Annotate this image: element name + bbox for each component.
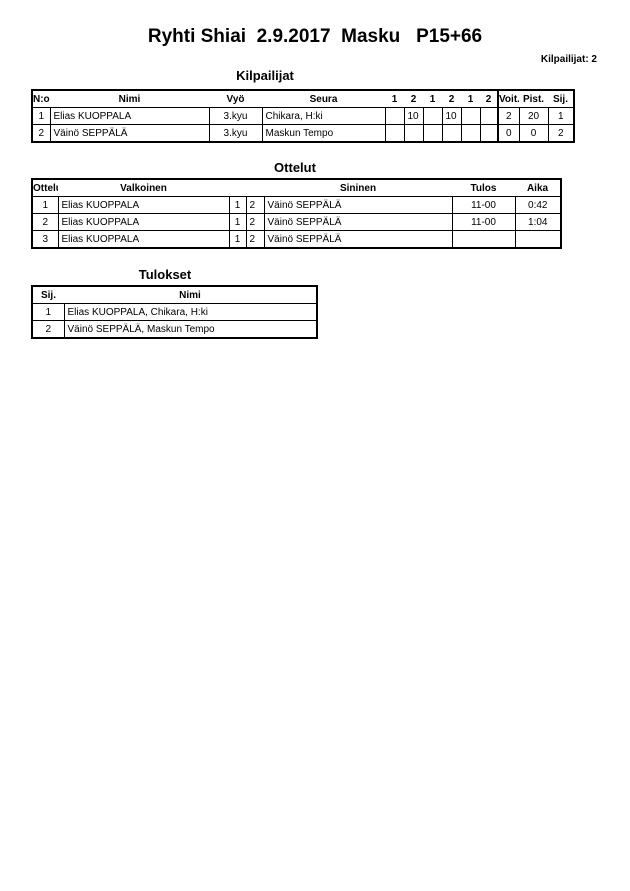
- cell-score: [460, 124, 481, 143]
- cell-belt: 3.kyu: [208, 124, 263, 143]
- cell-place: 1: [31, 303, 65, 321]
- cell-points: 0: [518, 124, 549, 143]
- col-header: Sininen: [264, 179, 452, 197]
- cell-points: 20: [518, 107, 549, 125]
- col-header: 1: [423, 90, 442, 108]
- matches-table: Ottelu Valkoinen Sininen Tulos Aika 1 El…: [31, 178, 562, 249]
- cell-time: [514, 230, 562, 249]
- cell-score: 10: [441, 107, 462, 125]
- col-header: 1: [385, 90, 404, 108]
- cell-time: 0:42: [514, 196, 562, 214]
- table-row: 2 Väinö SEPPÄLÄ, Maskun Tempo: [31, 320, 318, 339]
- cell-wins: 2: [497, 107, 520, 125]
- table-row: 2 Elias KUOPPALA 1 2 Väinö SEPPÄLÄ 11-00…: [31, 213, 562, 231]
- cell-white-mark: 1: [228, 196, 247, 214]
- cell-blue: Väinö SEPPÄLÄ: [263, 230, 453, 249]
- cell-white-mark: 1: [228, 230, 247, 249]
- cell-place: 1: [547, 107, 575, 125]
- table-row: 1 Elias KUOPPALA, Chikara, H:ki: [31, 303, 318, 321]
- cell-club: Maskun Tempo: [261, 124, 386, 143]
- col-header: Pist.: [519, 90, 548, 108]
- col-header: Voit.: [497, 90, 519, 108]
- cell-place: 2: [547, 124, 575, 143]
- table-row: 1 Elias KUOPPALA 1 2 Väinö SEPPÄLÄ 11-00…: [31, 196, 562, 214]
- cell-name: Elias KUOPPALA: [49, 107, 210, 125]
- cell-blue-mark: 2: [245, 230, 265, 249]
- cell-white: Elias KUOPPALA: [57, 213, 230, 231]
- cell-blue-mark: 2: [245, 213, 265, 231]
- col-header: Vyö: [209, 90, 262, 108]
- cell-score: [479, 124, 499, 143]
- competitors-title: Kilpailijat: [236, 68, 294, 83]
- table-row: 1 Elias KUOPPALA 3.kyu Chikara, H:ki 10 …: [31, 107, 575, 125]
- cell-belt: 3.kyu: [208, 107, 263, 125]
- cell-time: 1:04: [514, 213, 562, 231]
- table-row: 2 Väinö SEPPÄLÄ 3.kyu Maskun Tempo 0 0 2: [31, 124, 575, 143]
- col-header: Nimi: [64, 286, 317, 304]
- cell-white-mark: 1: [228, 213, 247, 231]
- col-header: Nimi: [50, 90, 209, 108]
- col-header: Valkoinen: [58, 179, 229, 197]
- cell-score: [384, 107, 405, 125]
- col-header: N:o: [32, 90, 50, 108]
- cell-name: Väinö SEPPÄLÄ, Maskun Tempo: [63, 320, 318, 339]
- cell-score: [441, 124, 462, 143]
- cell-no: 1: [31, 107, 51, 125]
- cell-blue: Väinö SEPPÄLÄ: [263, 196, 453, 214]
- cell-wins: 0: [497, 124, 520, 143]
- results-table: Sij. Nimi 1 Elias KUOPPALA, Chikara, H:k…: [31, 285, 318, 339]
- cell-result: 11-00: [451, 196, 516, 214]
- table-header-row: N:o Nimi Vyö Seura 1 2 1 2 1 2 Voit. Pis…: [32, 90, 574, 108]
- table-header-row: Sij. Nimi: [32, 286, 317, 304]
- cell-no: 3: [31, 230, 59, 249]
- col-header: Seura: [262, 90, 385, 108]
- competitors-table: N:o Nimi Vyö Seura 1 2 1 2 1 2 Voit. Pis…: [31, 89, 575, 143]
- cell-result: 11-00: [451, 213, 516, 231]
- results-title: Tulokset: [138, 267, 192, 282]
- cell-score: [403, 124, 424, 143]
- col-header: 2: [442, 90, 461, 108]
- cell-no: 2: [31, 213, 59, 231]
- col-header: Ottelu: [32, 179, 58, 197]
- col-header: 2: [480, 90, 498, 108]
- cell-place: 2: [31, 320, 65, 339]
- matches-title: Ottelut: [274, 160, 316, 175]
- cell-name: Elias KUOPPALA, Chikara, H:ki: [63, 303, 318, 321]
- cell-result: [451, 230, 516, 249]
- col-header: 2: [404, 90, 423, 108]
- cell-blue-mark: 2: [245, 196, 265, 214]
- competitor-count: Kilpailijat: 2: [540, 54, 597, 65]
- col-header: Tulos: [452, 179, 515, 197]
- cell-score: [460, 107, 481, 125]
- cell-score: [422, 107, 443, 125]
- table-row: 3 Elias KUOPPALA 1 2 Väinö SEPPÄLÄ: [31, 230, 562, 249]
- cell-club: Chikara, H:ki: [261, 107, 386, 125]
- table-header-row: Ottelu Valkoinen Sininen Tulos Aika: [32, 179, 561, 197]
- cell-blue: Väinö SEPPÄLÄ: [263, 213, 453, 231]
- cell-white: Elias KUOPPALA: [57, 196, 230, 214]
- cell-score: 10: [403, 107, 424, 125]
- col-header: Sij.: [32, 286, 64, 304]
- cell-no: 1: [31, 196, 59, 214]
- cell-name: Väinö SEPPÄLÄ: [49, 124, 210, 143]
- col-header: 1: [461, 90, 480, 108]
- page-title: Ryhti Shiai 2.9.2017 Masku P15+66: [147, 26, 483, 47]
- cell-white: Elias KUOPPALA: [57, 230, 230, 249]
- col-header: Sij.: [548, 90, 574, 108]
- cell-no: 2: [31, 124, 51, 143]
- col-header: Aika: [515, 179, 561, 197]
- cell-score: [479, 107, 499, 125]
- cell-score: [384, 124, 405, 143]
- cell-score: [422, 124, 443, 143]
